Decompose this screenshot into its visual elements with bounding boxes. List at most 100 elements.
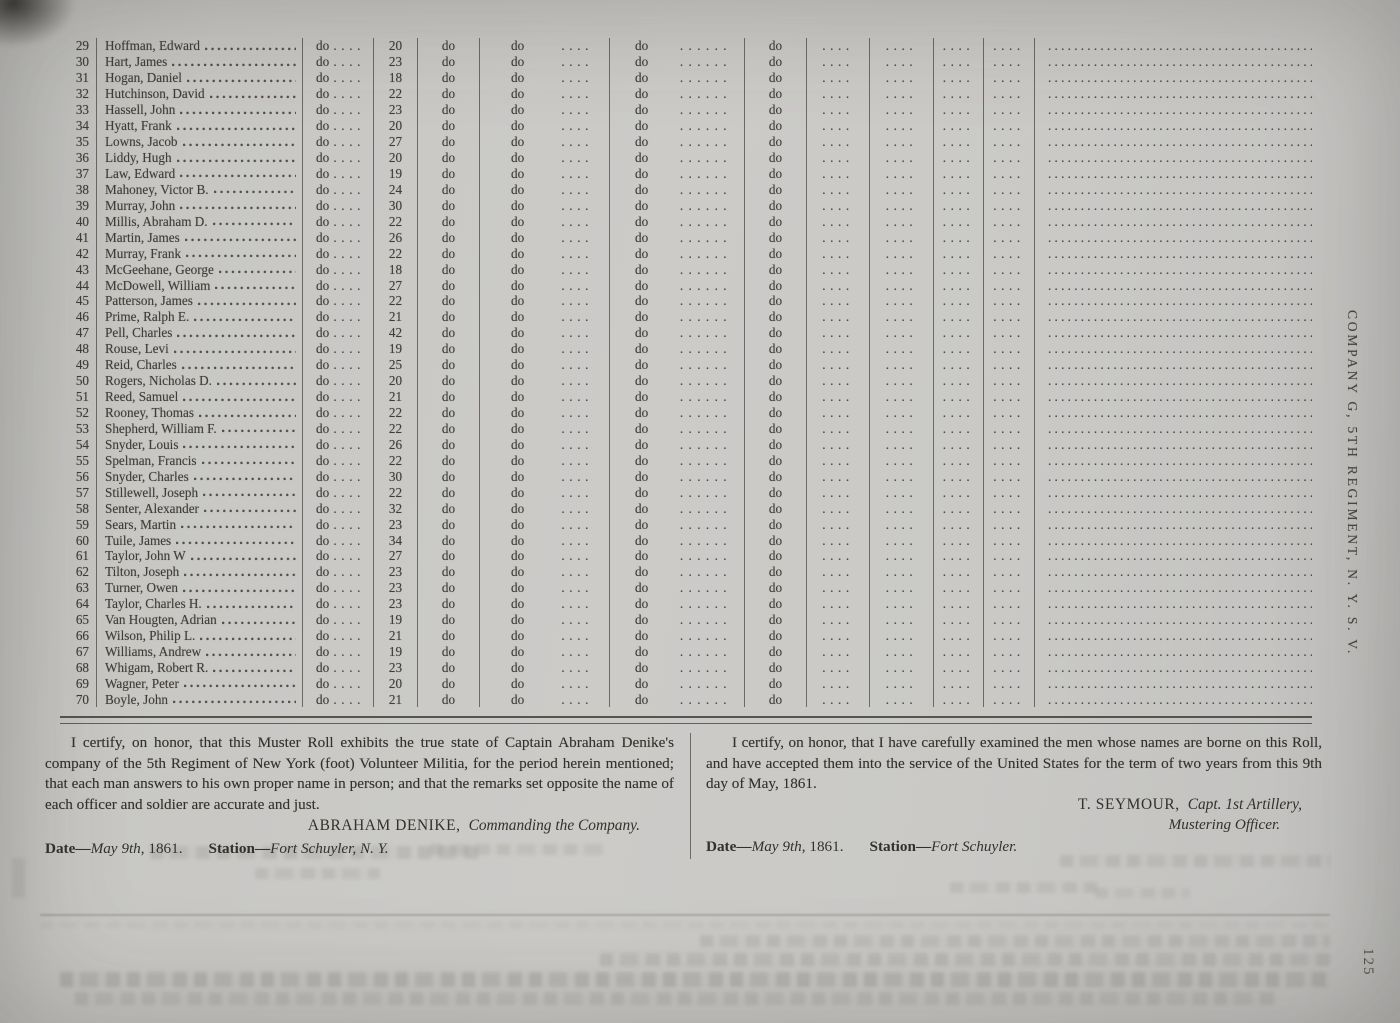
dots: ...... (679, 691, 732, 707)
remarks-cell: ........................................… (1035, 596, 1312, 612)
ditto-mark: do (768, 165, 783, 181)
rank-ditto-cell: do.... (303, 308, 374, 325)
dots: .... (561, 373, 593, 389)
ditto-cell: do...... (610, 213, 745, 230)
page-side-label: COMPANY G, 5TH REGIMENT, N. Y. S. V. (1345, 310, 1360, 657)
name-cell: Whigam, Robert R. (97, 659, 303, 676)
ditto-mark: do (635, 102, 649, 118)
dots: .... (942, 516, 975, 532)
ditto-mark: do (511, 500, 525, 516)
dots-cell: .... (984, 181, 1035, 198)
ditto-cell: do...... (610, 484, 745, 501)
dots: .... (885, 229, 918, 245)
age-cell: 27 (374, 548, 418, 564)
ditto-mark: do (635, 261, 649, 277)
dots-cell: .... (934, 261, 984, 278)
ditto-mark: do (316, 118, 330, 134)
ditto-mark: do (511, 293, 525, 309)
age-value: 21 (388, 309, 403, 325)
ditto-cell: do.... (480, 388, 610, 405)
remarks-cell: ........................................… (1035, 357, 1312, 373)
dots: ...... (679, 134, 732, 150)
ditto-mark: do (316, 500, 330, 516)
dots-cell: .... (934, 85, 984, 102)
age-value: 34 (388, 532, 403, 548)
dots-cell: .... (807, 627, 870, 644)
ditto-cell: do (745, 563, 807, 580)
dots: .... (993, 38, 1025, 54)
dots: .... (942, 660, 975, 676)
ditto-mark: do (441, 277, 456, 293)
dots: .... (993, 436, 1025, 452)
dots: .... (885, 293, 918, 309)
age-cell: 23 (374, 595, 418, 612)
row-number-cell: 60 (60, 532, 97, 548)
dots-cell: .... (934, 420, 984, 437)
ditto-mark: do (441, 468, 456, 484)
dots: .... (993, 325, 1025, 341)
dots-cell: .... (984, 579, 1035, 596)
ditto-cell: do...... (610, 53, 745, 70)
age-cell: 23 (374, 53, 418, 70)
ditto-cell: do (745, 181, 807, 198)
ditto-cell: do (418, 436, 480, 453)
dots: .... (561, 660, 593, 676)
row-number: 69 (75, 675, 89, 691)
name-cell: Murray, Frank (97, 245, 303, 262)
ditto-mark: do (441, 675, 456, 691)
age-value: 23 (388, 564, 403, 580)
table-row: 29 Hoffman, Edward do.... 20 do do.... do.....… (60, 38, 1312, 54)
remarks-dots: ........................................… (1048, 102, 1312, 118)
row-number-cell: 49 (60, 356, 97, 373)
table-row: 37 Law, Edward do.... 19 do do.... do...... do.… (60, 165, 1312, 182)
dots: ...... (679, 325, 732, 341)
soldier-name: Prime, Ralph E. (105, 309, 190, 325)
row-number: 70 (75, 691, 89, 707)
row-number: 50 (75, 373, 89, 389)
dots-cell: .... (807, 149, 870, 166)
ditto-mark: do (441, 309, 456, 325)
row-number-cell: 61 (60, 548, 97, 564)
dots: .... (561, 229, 593, 245)
dots: ...... (679, 420, 732, 436)
remarks-dots: ........................................… (1048, 213, 1312, 229)
ditto-mark: do (635, 54, 649, 70)
remarks-cell: ........................................… (1035, 70, 1312, 86)
dots: .... (822, 213, 854, 229)
dots: .... (993, 213, 1025, 229)
dots-cell: .... (807, 181, 870, 198)
dots: .... (885, 357, 918, 373)
dots-cell: .... (807, 229, 870, 246)
age-value: 26 (388, 436, 403, 452)
age-value: 21 (388, 628, 403, 644)
dots-cell: .... (807, 404, 870, 421)
dots: .... (942, 229, 975, 245)
dots: ...... (679, 86, 732, 102)
ditto-cell: do (745, 595, 807, 612)
ditto-mark: do (316, 102, 330, 118)
dots: .... (822, 86, 854, 102)
age-cell: 19 (374, 340, 418, 357)
table-row: 39 Murray, John do.... 30 do do.... do...... do… (60, 197, 1312, 214)
ditto-cell: do (418, 181, 480, 198)
date-year: , 1861. (140, 840, 183, 857)
table-row: 35 Lowns, Jacob do.... 27 do do.... do...... do… (60, 133, 1312, 150)
dots-cell: .... (807, 324, 870, 341)
ditto-cell: do.... (480, 38, 610, 54)
dots: .... (993, 54, 1025, 70)
ditto-cell: do...... (610, 420, 745, 437)
ditto-cell: do...... (610, 548, 745, 564)
ditto-mark: do (441, 341, 456, 357)
ditto-mark: do (441, 197, 456, 213)
dots-cell: .... (807, 340, 870, 357)
remarks-dots: ........................................… (1048, 293, 1312, 309)
ditto-cell: do...... (610, 261, 745, 278)
table-row: 50 Rogers, Nicholas D. do.... 20 do do.... do.… (60, 372, 1312, 389)
table-row: 67 Williams, Andrew do.... 19 do do.... do....… (60, 643, 1312, 660)
dots: .... (333, 468, 365, 484)
dots-cell: .... (870, 436, 934, 453)
ditto-mark: do (316, 644, 330, 660)
row-number-cell: 69 (60, 675, 97, 692)
name-cell: Senter, Alexander (97, 500, 303, 517)
dots-cell: .... (870, 293, 934, 309)
